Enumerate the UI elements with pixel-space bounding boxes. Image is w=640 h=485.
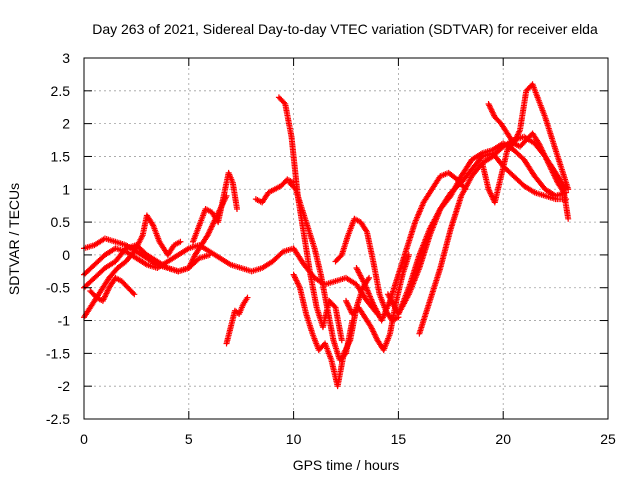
x-tick-label: 20 (495, 431, 511, 447)
data-markers (87, 274, 138, 304)
y-tick-label: 2 (62, 116, 70, 132)
x-axis-label: GPS time / hours (293, 457, 400, 473)
series-arc-10 (275, 94, 345, 344)
data-markers (189, 169, 241, 245)
y-tick-label: -0.5 (46, 280, 70, 296)
y-tick-label: 0.5 (51, 214, 71, 230)
y-tick-label: -2.5 (46, 411, 70, 427)
y-tick-label: -1 (58, 313, 71, 329)
series-arc-12 (290, 271, 373, 390)
data-markers (185, 192, 230, 272)
data-markers (252, 176, 297, 206)
data-points (81, 81, 572, 390)
y-axis-label: SDTVAR / TECUs (6, 183, 22, 295)
data-markers (479, 130, 572, 222)
data-markers (332, 215, 402, 324)
y-tick-label: 3 (62, 50, 70, 66)
series-arc-19 (485, 81, 572, 193)
data-markers (485, 81, 572, 193)
series-arc-9 (252, 176, 297, 206)
axis-ticks (83, 57, 609, 420)
plot-frame (83, 57, 609, 420)
series-arc-6 (189, 169, 241, 245)
data-markers (275, 94, 345, 344)
series-arc-5 (87, 274, 138, 304)
series-arc-20 (479, 130, 572, 222)
y-tick-label: -2 (58, 378, 71, 394)
series-arc-13 (332, 215, 402, 324)
x-tick-label: 0 (80, 431, 88, 447)
series-arc-17 (395, 140, 570, 317)
y-axis-tick-labels: -2.5 -2 -1.5 -1 -0.5 0 0.5 1 1.5 2 2.5 3 (46, 50, 70, 427)
y-tick-label: 1.5 (51, 148, 71, 164)
x-tick-label: 25 (600, 431, 616, 447)
x-tick-label: 5 (185, 431, 193, 447)
y-tick-label: 1 (62, 181, 70, 197)
data-markers (290, 271, 373, 390)
x-tick-label: 10 (286, 431, 302, 447)
x-axis-tick-labels: 0 5 10 15 20 25 (80, 431, 616, 447)
chart-title: Day 263 of 2021, Sidereal Day-to-day VTE… (92, 21, 598, 37)
series-arc-7 (185, 192, 230, 272)
y-tick-label: 2.5 (51, 83, 71, 99)
data-markers (223, 294, 251, 347)
y-tick-label: -1.5 (46, 345, 70, 361)
y-tick-label: 0 (62, 247, 70, 263)
series-arc-8 (223, 294, 251, 347)
data-markers (395, 140, 570, 317)
x-tick-label: 15 (391, 431, 407, 447)
